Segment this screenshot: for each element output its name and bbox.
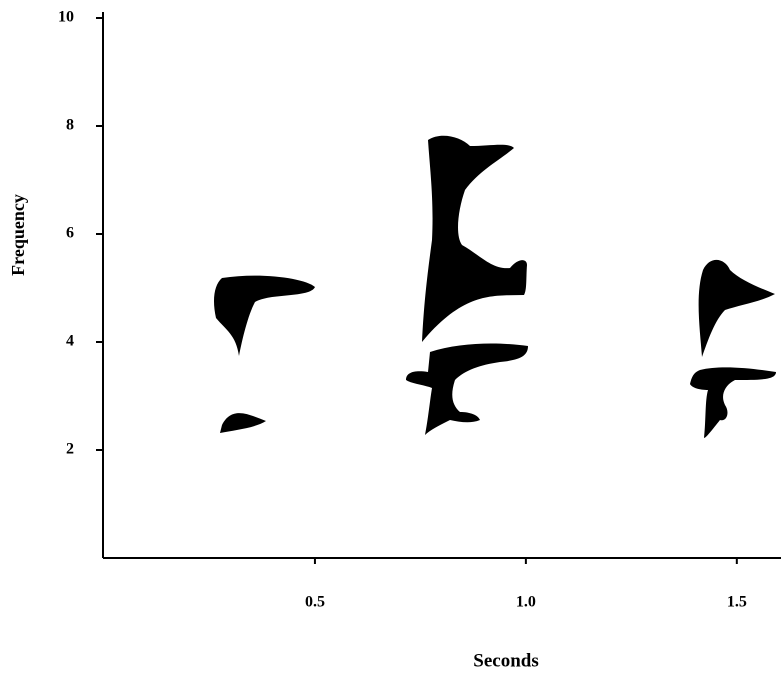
- plot-area: [102, 12, 781, 559]
- energy-region: [406, 343, 528, 435]
- x-axis-title: Seconds: [473, 650, 538, 671]
- y-tick-label: 4: [66, 333, 74, 350]
- y-tick-label: 10: [58, 9, 74, 26]
- y-tick-label: 8: [66, 117, 74, 134]
- energy-region: [422, 135, 527, 342]
- y-tick-label: 2: [66, 441, 74, 458]
- energy-region: [698, 259, 775, 357]
- x-tick-label: 1.0: [516, 594, 536, 611]
- y-tick-label: 6: [66, 225, 74, 242]
- energy-region: [690, 367, 776, 438]
- y-axis-title: Frequency: [8, 194, 28, 276]
- x-tick-label: 0.5: [305, 594, 325, 611]
- energy-region: [214, 275, 315, 356]
- energy-region: [220, 413, 266, 433]
- x-tick-label: 1.5: [727, 594, 747, 611]
